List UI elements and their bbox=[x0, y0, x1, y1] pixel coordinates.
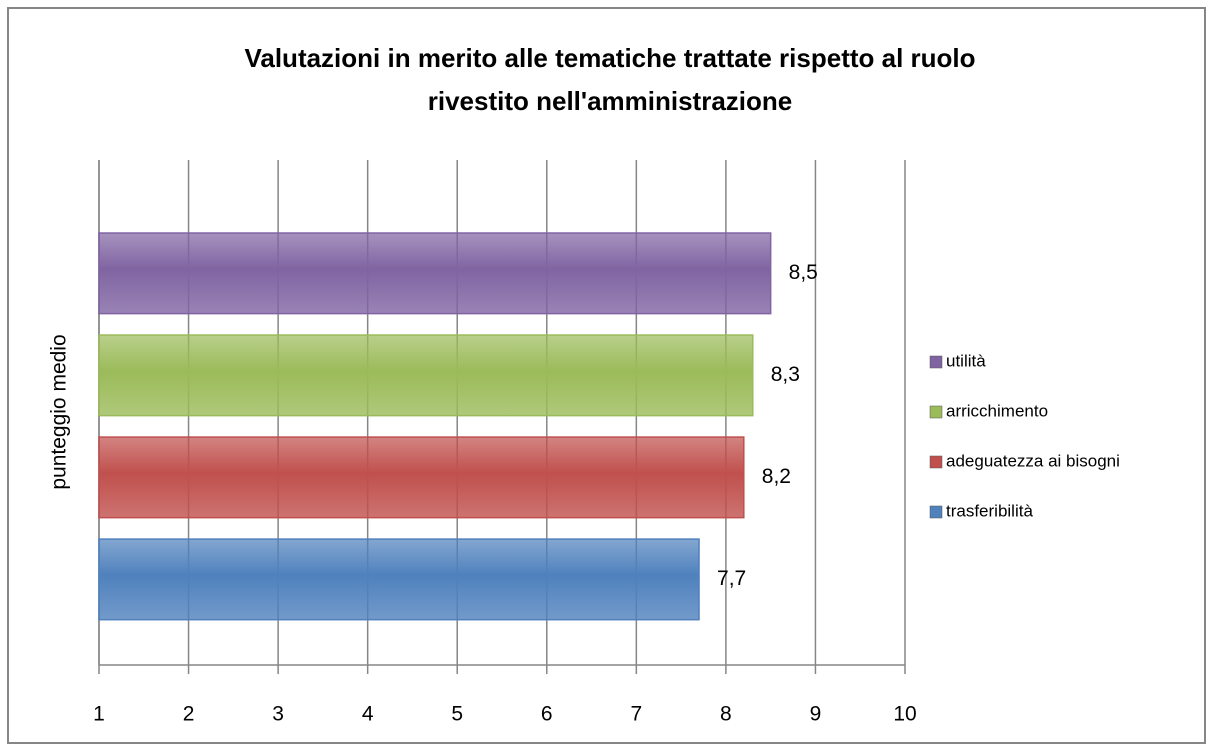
x-tick-label: 7 bbox=[630, 703, 642, 726]
data-label: 7,7 bbox=[717, 567, 746, 590]
data-label: 8,3 bbox=[771, 363, 800, 386]
x-tick-label: 10 bbox=[893, 703, 916, 726]
x-tick-label: 6 bbox=[541, 703, 553, 726]
bar bbox=[98, 538, 700, 621]
x-tick-label: 2 bbox=[183, 703, 195, 726]
x-tick-label: 9 bbox=[810, 703, 822, 726]
data-label: 8,2 bbox=[762, 465, 791, 488]
chart-title: rivestito nell'amministrazione bbox=[428, 86, 793, 116]
legend-swatch bbox=[929, 405, 943, 419]
legend-label: trasferibilità bbox=[946, 501, 1033, 520]
bar bbox=[98, 232, 772, 315]
x-tick-label: 5 bbox=[451, 703, 463, 726]
bar bbox=[98, 334, 754, 417]
legend-label: adeguatezza ai bisogni bbox=[946, 451, 1120, 470]
x-tick-label: 3 bbox=[272, 703, 284, 726]
legend-swatch bbox=[929, 355, 943, 369]
legend-swatch bbox=[929, 455, 943, 469]
legend-label: arricchimento bbox=[946, 401, 1048, 420]
x-tick-label: 4 bbox=[362, 703, 374, 726]
data-label: 8,5 bbox=[789, 261, 818, 284]
legend-label: utilità bbox=[946, 351, 986, 370]
x-tick-label: 8 bbox=[720, 703, 732, 726]
chart-title: Valutazioni in merito alle tematiche tra… bbox=[244, 43, 975, 73]
y-axis-label: punteggio medio bbox=[48, 334, 71, 489]
x-tick-label: 1 bbox=[93, 703, 105, 726]
legend-swatch bbox=[929, 505, 943, 519]
bar bbox=[98, 436, 745, 519]
